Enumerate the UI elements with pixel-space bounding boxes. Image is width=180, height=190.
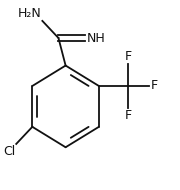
Text: F: F xyxy=(125,50,132,63)
Text: F: F xyxy=(125,109,132,122)
Text: H₂N: H₂N xyxy=(18,7,41,20)
Text: Cl: Cl xyxy=(3,145,15,158)
Text: NH: NH xyxy=(87,32,105,44)
Text: F: F xyxy=(150,79,158,93)
